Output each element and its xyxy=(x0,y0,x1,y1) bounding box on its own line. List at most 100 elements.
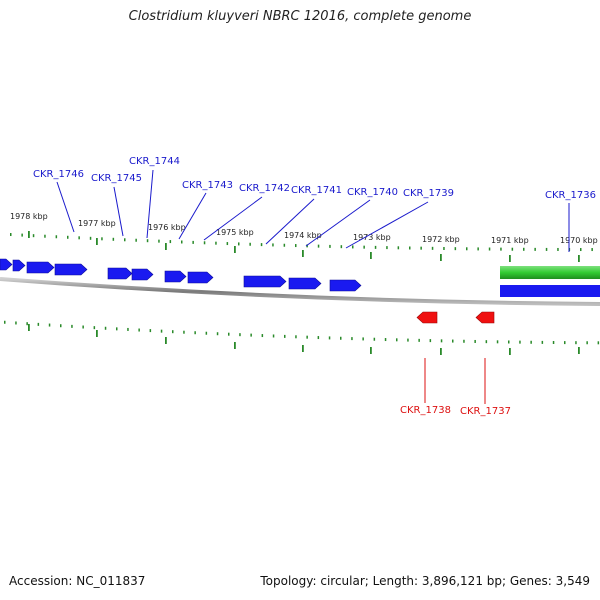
minor-tick xyxy=(89,236,92,240)
minor-tick xyxy=(328,336,331,340)
minor-tick xyxy=(116,327,118,331)
minor-tick xyxy=(463,339,465,343)
forward-gene-label[interactable]: CKR_1746 xyxy=(33,169,84,180)
forward-gene-label[interactable]: CKR_1739 xyxy=(403,188,454,199)
reverse-gene-arrow[interactable] xyxy=(416,311,438,324)
forward-gene-arrow[interactable] xyxy=(131,268,154,281)
minor-tick xyxy=(4,320,6,324)
forward-gene-label[interactable]: CKR_1745 xyxy=(91,173,142,184)
minor-tick xyxy=(216,332,219,336)
forward-gene-arrow[interactable] xyxy=(0,258,13,271)
minor-tick xyxy=(362,337,364,341)
minor-tick xyxy=(500,247,502,251)
minor-tick xyxy=(440,339,443,343)
major-tick xyxy=(165,337,167,344)
major-tick xyxy=(96,330,98,337)
minor-tick xyxy=(205,331,208,335)
minor-tick xyxy=(149,329,152,333)
major-tick xyxy=(96,238,98,245)
minor-tick xyxy=(250,333,252,337)
minor-tick xyxy=(317,336,320,340)
minor-tick xyxy=(488,247,491,251)
forward-gene-label[interactable]: CKR_1740 xyxy=(347,187,398,198)
minor-tick xyxy=(530,340,532,344)
major-tick xyxy=(28,324,30,331)
minor-tick xyxy=(575,341,577,345)
minor-tick xyxy=(429,339,432,343)
forward-gene-arrow[interactable] xyxy=(12,259,26,272)
gene-leader-line xyxy=(265,198,315,245)
forward-gene-label[interactable]: CKR_1742 xyxy=(239,183,290,194)
minor-tick xyxy=(10,233,12,237)
minor-tick xyxy=(541,340,544,344)
major-tick xyxy=(370,347,372,354)
minor-tick xyxy=(496,340,499,344)
minor-tick xyxy=(317,244,320,248)
gene-leader-line xyxy=(203,196,263,241)
reverse-gene-arrow[interactable] xyxy=(475,311,495,324)
forward-gene-arrow[interactable] xyxy=(187,271,214,284)
minor-tick xyxy=(519,340,521,344)
forward-gene-arrow[interactable] xyxy=(243,275,287,288)
minor-tick xyxy=(295,335,297,339)
minor-tick xyxy=(32,234,35,238)
major-tick xyxy=(234,246,236,253)
forward-gene-arrow[interactable] xyxy=(164,270,187,283)
forward-gene-label[interactable]: CKR_1736 xyxy=(545,190,596,201)
minor-tick xyxy=(71,324,73,328)
minor-tick xyxy=(124,238,126,242)
minor-tick xyxy=(452,339,454,343)
forward-gene-arrow[interactable] xyxy=(54,263,88,276)
forward-gene-arrow[interactable] xyxy=(26,261,55,274)
genome-summary-text: Topology: circular; Length: 3,896,121 bp… xyxy=(260,574,590,588)
minor-tick xyxy=(283,243,286,247)
minor-tick xyxy=(351,337,353,341)
minor-tick xyxy=(37,322,40,326)
minor-tick xyxy=(239,333,241,337)
tick-label: 1975 kbp xyxy=(216,228,254,237)
genome-title: Clostridium kluyveri NBRC 12016, complet… xyxy=(128,9,472,24)
minor-tick xyxy=(508,340,510,344)
minor-tick xyxy=(477,247,479,251)
minor-tick xyxy=(93,326,96,330)
forward-gene-arrow[interactable] xyxy=(329,279,362,292)
green-feature-bar[interactable] xyxy=(500,266,600,279)
minor-tick xyxy=(203,241,206,245)
forward-gene-arrow[interactable] xyxy=(107,267,133,280)
minor-tick xyxy=(169,240,172,244)
reverse-gene-label[interactable]: CKR_1737 xyxy=(460,406,511,417)
minor-tick xyxy=(194,331,196,335)
minor-tick xyxy=(384,338,387,342)
minor-tick xyxy=(104,326,107,330)
minor-tick xyxy=(545,247,548,251)
tick-label: 1973 kbp xyxy=(353,233,391,242)
minor-tick xyxy=(586,341,588,345)
minor-tick xyxy=(363,245,365,249)
minor-tick xyxy=(183,330,185,334)
minor-tick xyxy=(101,237,103,241)
blue-feature-bar[interactable] xyxy=(500,285,600,297)
minor-tick xyxy=(82,325,84,329)
forward-gene-label[interactable]: CKR_1743 xyxy=(182,180,233,191)
minor-tick xyxy=(284,334,286,338)
forward-gene-label[interactable]: CKR_1741 xyxy=(291,185,342,196)
forward-gene-arrow[interactable] xyxy=(288,277,322,290)
minor-tick xyxy=(146,239,149,243)
minor-tick xyxy=(580,248,582,252)
minor-tick xyxy=(409,246,411,250)
minor-tick xyxy=(135,238,137,242)
minor-tick xyxy=(454,247,457,251)
minor-tick xyxy=(112,237,115,241)
tick-label: 1972 kbp xyxy=(422,235,460,244)
reverse-gene-label[interactable]: CKR_1738 xyxy=(400,405,451,416)
minor-tick xyxy=(466,247,468,251)
minor-tick xyxy=(306,335,308,339)
minor-tick xyxy=(597,341,600,345)
forward-gene-label[interactable]: CKR_1744 xyxy=(129,156,180,167)
major-tick xyxy=(440,254,442,261)
minor-tick xyxy=(485,340,488,344)
minor-tick xyxy=(352,245,354,249)
major-tick xyxy=(165,243,167,250)
minor-tick xyxy=(418,338,420,342)
